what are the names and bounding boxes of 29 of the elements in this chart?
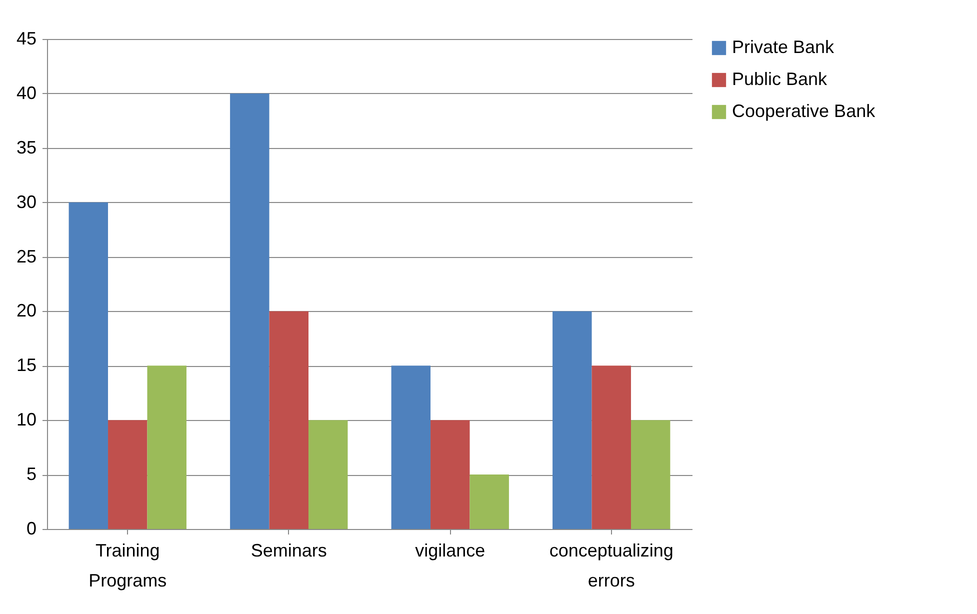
bar [552,311,592,529]
bar [230,93,270,529]
y-tick-label: 20 [16,300,36,321]
y-tick-label: 30 [16,192,36,212]
bar [269,311,308,529]
y-tick-label: 10 [16,410,36,430]
bar [68,202,108,529]
legend-label: Private Bank [732,37,836,57]
x-tick-label: Training Programs [88,540,167,590]
y-tick-label: 35 [16,137,36,158]
bar [147,366,186,529]
bar [592,366,631,529]
y-tick-label: 40 [16,82,36,103]
bar [630,420,670,529]
legend-label: Public Bank [732,69,828,89]
bar [470,474,509,529]
legend-label: Cooperative Bank [732,101,876,121]
y-tick-label: 15 [16,355,36,376]
bar [391,366,431,529]
y-tick-label: 5 [26,464,36,484]
bar [430,420,470,529]
y-tick-label: 0 [26,518,36,538]
x-tick-label: vigilance [415,540,486,560]
bar [108,420,148,529]
x-tick-label: conceptualizing errors [549,540,674,590]
y-tick-label: 25 [16,246,36,266]
bar [308,420,348,529]
y-tick-label: 45 [16,28,36,48]
x-tick-label: Seminars [250,540,327,560]
